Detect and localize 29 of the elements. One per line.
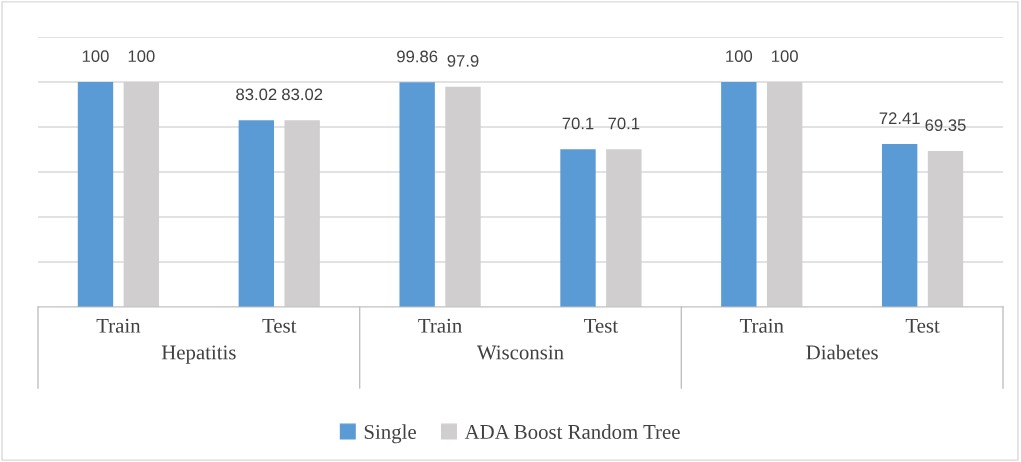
data-label: 100 [128,50,155,63]
data-label: 100 [726,50,753,63]
bar [721,82,757,307]
data-label: 70.1 [562,117,594,130]
x-tick-label: Test [905,318,940,333]
data-label: 83.02 [236,88,277,101]
data-label: 72.41 [879,112,920,124]
data-label: 99.86 [397,50,438,63]
x-tick-label: Train [96,318,141,333]
x-tick-label: Test [262,318,297,333]
bar [881,144,918,307]
bar [399,82,435,307]
text: Hepatitis [161,345,236,364]
x-tick-label: Train [418,318,462,333]
data-label: 100 [82,50,109,63]
legend-label: ADA Boost Random Tree [464,424,680,439]
data-label: 69.35 [925,119,966,131]
data-label: 97.9 [447,54,479,67]
bar [238,120,275,307]
x-tick-label: Test [584,318,618,333]
bar [560,149,596,307]
x-tick-label: Train [739,318,784,333]
legend-label: Single [364,424,416,444]
bar [77,82,114,307]
text: Wisconsin [476,345,564,360]
data-label: 70.1 [608,117,640,130]
data-label: 83.02 [282,88,323,101]
text: Diabetes [806,344,878,360]
data-label: 100 [772,50,798,63]
